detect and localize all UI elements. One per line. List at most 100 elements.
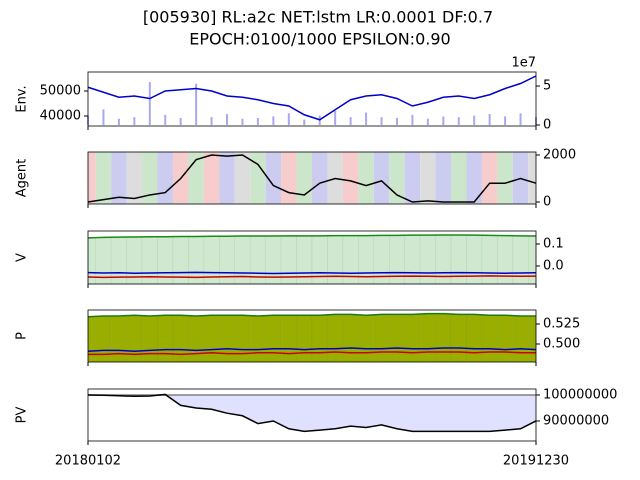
fill-bar bbox=[188, 315, 205, 363]
action-stripe bbox=[250, 152, 266, 204]
action-stripe bbox=[265, 152, 282, 204]
action-stripe bbox=[203, 152, 220, 204]
fill-bar bbox=[481, 314, 498, 363]
fill-bar bbox=[157, 314, 174, 363]
y-axis-label: Env. bbox=[15, 85, 30, 112]
axis-offset: 1e7 bbox=[511, 56, 536, 71]
y2-tick-label: 0 bbox=[543, 117, 551, 132]
action-stripe bbox=[481, 152, 498, 204]
action-stripe bbox=[466, 152, 482, 204]
volume-bar bbox=[272, 116, 275, 125]
fill-bar bbox=[342, 314, 359, 363]
action-stripe bbox=[528, 152, 536, 204]
volume-bar bbox=[133, 117, 136, 125]
fill-bar bbox=[141, 315, 158, 363]
fill-bar bbox=[249, 315, 266, 363]
series-line bbox=[87, 393, 537, 433]
volume-bar bbox=[303, 119, 306, 125]
action-stripe bbox=[281, 152, 297, 204]
action-stripe bbox=[342, 152, 359, 204]
fill-bar bbox=[327, 314, 344, 363]
series-line bbox=[87, 234, 537, 239]
fill-bar bbox=[265, 314, 282, 363]
plot-frame bbox=[87, 388, 537, 442]
volume-bar bbox=[287, 113, 290, 125]
action-stripe bbox=[142, 152, 158, 204]
fill-bar bbox=[234, 314, 251, 363]
volume-bar bbox=[349, 117, 352, 125]
series-line bbox=[87, 347, 537, 352]
y-tick-label: 0.1 bbox=[543, 236, 564, 251]
plot-frame bbox=[87, 309, 537, 363]
y-tick-label: 50000 bbox=[40, 84, 81, 99]
y-tick-label: 100000000 bbox=[543, 387, 617, 402]
action-stripe bbox=[157, 152, 173, 204]
fill-bar bbox=[296, 314, 313, 363]
fill-bar bbox=[203, 314, 220, 363]
fill-bar bbox=[358, 314, 375, 363]
x-tick-label: 20180102 bbox=[55, 454, 121, 469]
volume-bar bbox=[195, 83, 198, 125]
action-stripe bbox=[312, 152, 328, 204]
action-stripe bbox=[111, 152, 127, 204]
volume-bar bbox=[411, 114, 414, 125]
series-line bbox=[87, 275, 537, 279]
volume-bar bbox=[380, 117, 383, 125]
action-stripe bbox=[219, 152, 235, 204]
action-stripe bbox=[126, 152, 143, 204]
volume-bar bbox=[395, 117, 398, 125]
fill-bar bbox=[280, 314, 297, 363]
fill-bar bbox=[419, 313, 436, 363]
x-tick-label: 20191230 bbox=[503, 454, 569, 469]
volume-bar bbox=[256, 117, 259, 125]
series-line bbox=[87, 75, 537, 121]
title-line: EPOCH:0100/1000 EPSILON:0.90 bbox=[189, 30, 450, 49]
action-stripe bbox=[88, 152, 96, 204]
fill-bar bbox=[311, 314, 328, 363]
fill-bar bbox=[528, 315, 537, 363]
y-axis-label: V bbox=[15, 253, 30, 262]
fill-bar bbox=[87, 316, 96, 363]
volume-bar bbox=[210, 117, 213, 125]
y-axis-label: PV bbox=[15, 407, 30, 424]
action-stripe bbox=[435, 152, 452, 204]
y-tick-label: 40000 bbox=[40, 109, 81, 124]
fill-bar bbox=[219, 314, 236, 363]
action-stripe bbox=[296, 152, 312, 204]
volume-bar bbox=[334, 110, 337, 125]
plot-frame bbox=[87, 230, 537, 285]
fill-bar bbox=[481, 235, 498, 285]
volume-bar bbox=[426, 118, 429, 125]
action-stripe bbox=[420, 152, 436, 204]
title-line: [005930] RL:a2c NET:lstm LR:0.0001 DF:0.… bbox=[143, 8, 493, 27]
y-tick-label: 0.0 bbox=[543, 258, 564, 273]
volume-bar bbox=[179, 117, 182, 125]
y-tick-label: 0.500 bbox=[543, 337, 580, 352]
volume-bar bbox=[442, 116, 445, 125]
volume-bar bbox=[164, 114, 167, 125]
y2-tick-label: 5 bbox=[543, 79, 551, 94]
fill-bar bbox=[466, 314, 483, 363]
pv-fill bbox=[88, 394, 536, 432]
volume-bar bbox=[102, 109, 105, 125]
y-tick-label: 0.525 bbox=[543, 317, 580, 332]
fill-bar bbox=[450, 314, 467, 363]
series-line bbox=[87, 312, 536, 318]
volume-bar bbox=[148, 82, 151, 125]
y-tick-label: 0 bbox=[543, 195, 551, 210]
y-tick-label: 90000000 bbox=[543, 413, 609, 428]
fill-bar bbox=[373, 314, 390, 363]
fill-bar bbox=[435, 313, 452, 363]
action-stripe bbox=[497, 152, 513, 204]
action-stripe bbox=[373, 152, 390, 204]
volume-bar bbox=[457, 117, 460, 125]
y-axis-label: P bbox=[15, 332, 30, 340]
volume-bar bbox=[365, 112, 368, 125]
series-line bbox=[87, 154, 537, 203]
action-stripe bbox=[234, 152, 251, 204]
volume-bar bbox=[226, 114, 229, 125]
fill-bar bbox=[404, 314, 421, 363]
action-stripe bbox=[389, 152, 405, 204]
volume-bar bbox=[488, 114, 491, 125]
